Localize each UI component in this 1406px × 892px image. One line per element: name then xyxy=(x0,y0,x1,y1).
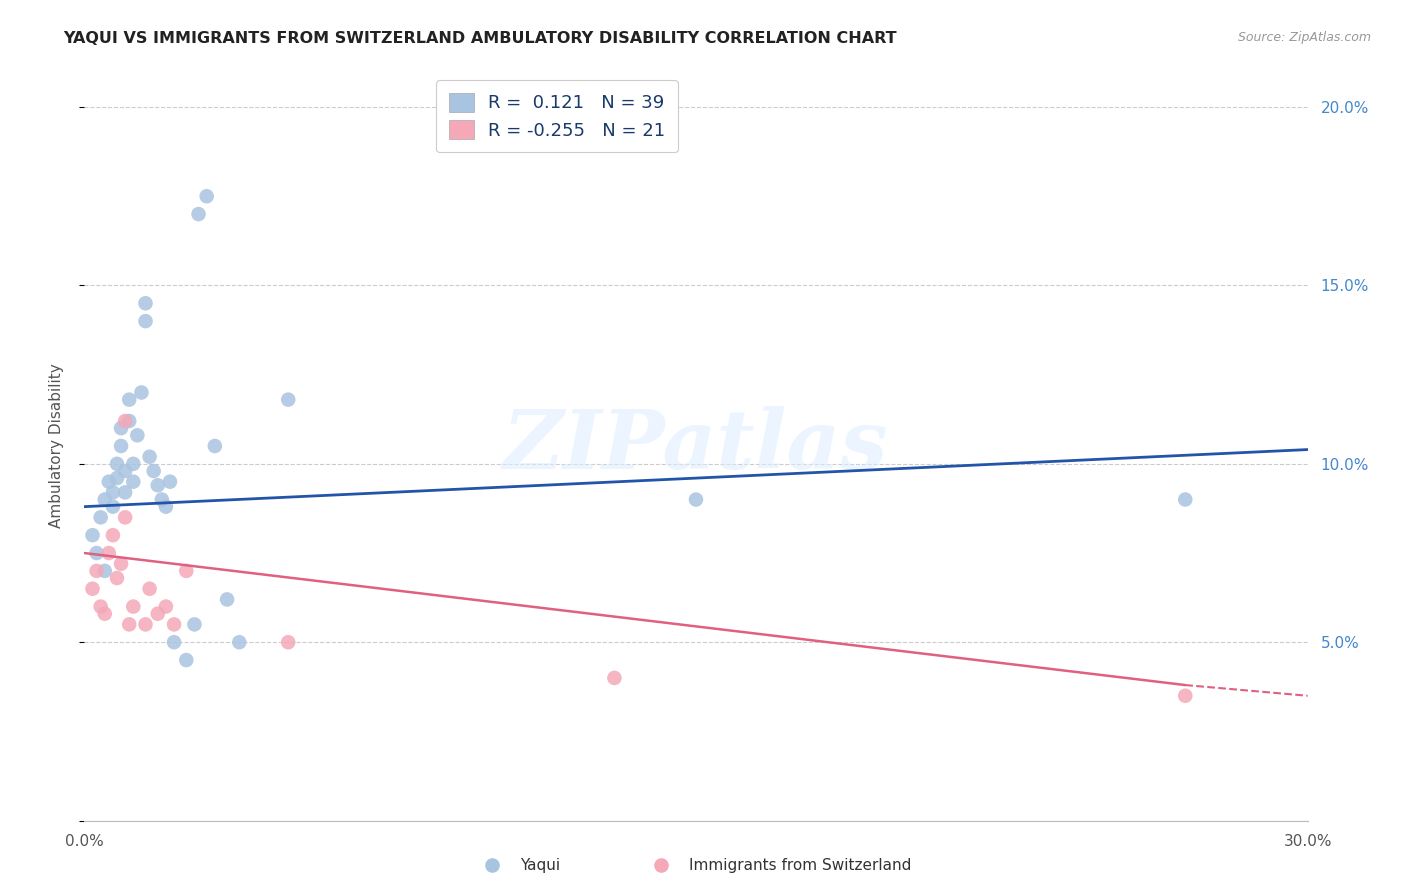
Point xyxy=(142,464,165,478)
Point xyxy=(118,617,141,632)
Point xyxy=(135,314,157,328)
Point xyxy=(93,564,115,578)
Point xyxy=(174,653,197,667)
Point xyxy=(105,571,128,585)
Point xyxy=(138,450,160,464)
Point xyxy=(93,607,115,621)
Point xyxy=(93,492,115,507)
Point xyxy=(155,599,177,614)
Point xyxy=(101,500,124,514)
Point xyxy=(685,492,707,507)
Y-axis label: Ambulatory Disability: Ambulatory Disability xyxy=(49,364,63,528)
Point xyxy=(110,557,132,571)
Point xyxy=(122,457,145,471)
Point xyxy=(82,582,104,596)
Point xyxy=(204,439,226,453)
Point xyxy=(105,457,128,471)
Text: ZIPatlas: ZIPatlas xyxy=(503,406,889,486)
Point xyxy=(118,414,141,428)
Point xyxy=(228,635,250,649)
Point xyxy=(195,189,218,203)
Point xyxy=(277,392,299,407)
Point xyxy=(174,564,197,578)
Point xyxy=(159,475,181,489)
Point xyxy=(155,500,177,514)
Point xyxy=(101,528,124,542)
Point xyxy=(138,582,160,596)
Point xyxy=(90,510,112,524)
Point xyxy=(101,485,124,500)
Text: Yaqui: Yaqui xyxy=(520,858,561,872)
Point xyxy=(114,485,136,500)
Point xyxy=(90,599,112,614)
Point xyxy=(110,439,132,453)
Point xyxy=(163,635,186,649)
Point xyxy=(135,617,157,632)
Point xyxy=(122,599,145,614)
Point xyxy=(127,428,149,442)
Point xyxy=(1174,492,1197,507)
Point xyxy=(131,385,153,400)
Legend: R =  0.121   N = 39, R = -0.255   N = 21: R = 0.121 N = 39, R = -0.255 N = 21 xyxy=(436,80,678,153)
Point xyxy=(217,592,239,607)
Point xyxy=(122,475,145,489)
Point xyxy=(97,546,120,560)
Point xyxy=(187,207,209,221)
Point xyxy=(82,528,104,542)
Point xyxy=(86,564,108,578)
Point xyxy=(97,475,120,489)
Point xyxy=(183,617,205,632)
Point xyxy=(105,471,128,485)
Point xyxy=(86,546,108,560)
Point xyxy=(114,464,136,478)
Point xyxy=(114,414,136,428)
Text: Immigrants from Switzerland: Immigrants from Switzerland xyxy=(689,858,911,872)
Point xyxy=(118,392,141,407)
Text: Source: ZipAtlas.com: Source: ZipAtlas.com xyxy=(1237,31,1371,45)
Point xyxy=(114,510,136,524)
Point xyxy=(110,421,132,435)
Point xyxy=(1174,689,1197,703)
Text: YAQUI VS IMMIGRANTS FROM SWITZERLAND AMBULATORY DISABILITY CORRELATION CHART: YAQUI VS IMMIGRANTS FROM SWITZERLAND AMB… xyxy=(63,31,897,46)
Point xyxy=(277,635,299,649)
Point xyxy=(163,617,186,632)
Point xyxy=(603,671,626,685)
Point xyxy=(135,296,157,310)
Point xyxy=(146,478,169,492)
Point xyxy=(146,607,169,621)
Point xyxy=(150,492,173,507)
